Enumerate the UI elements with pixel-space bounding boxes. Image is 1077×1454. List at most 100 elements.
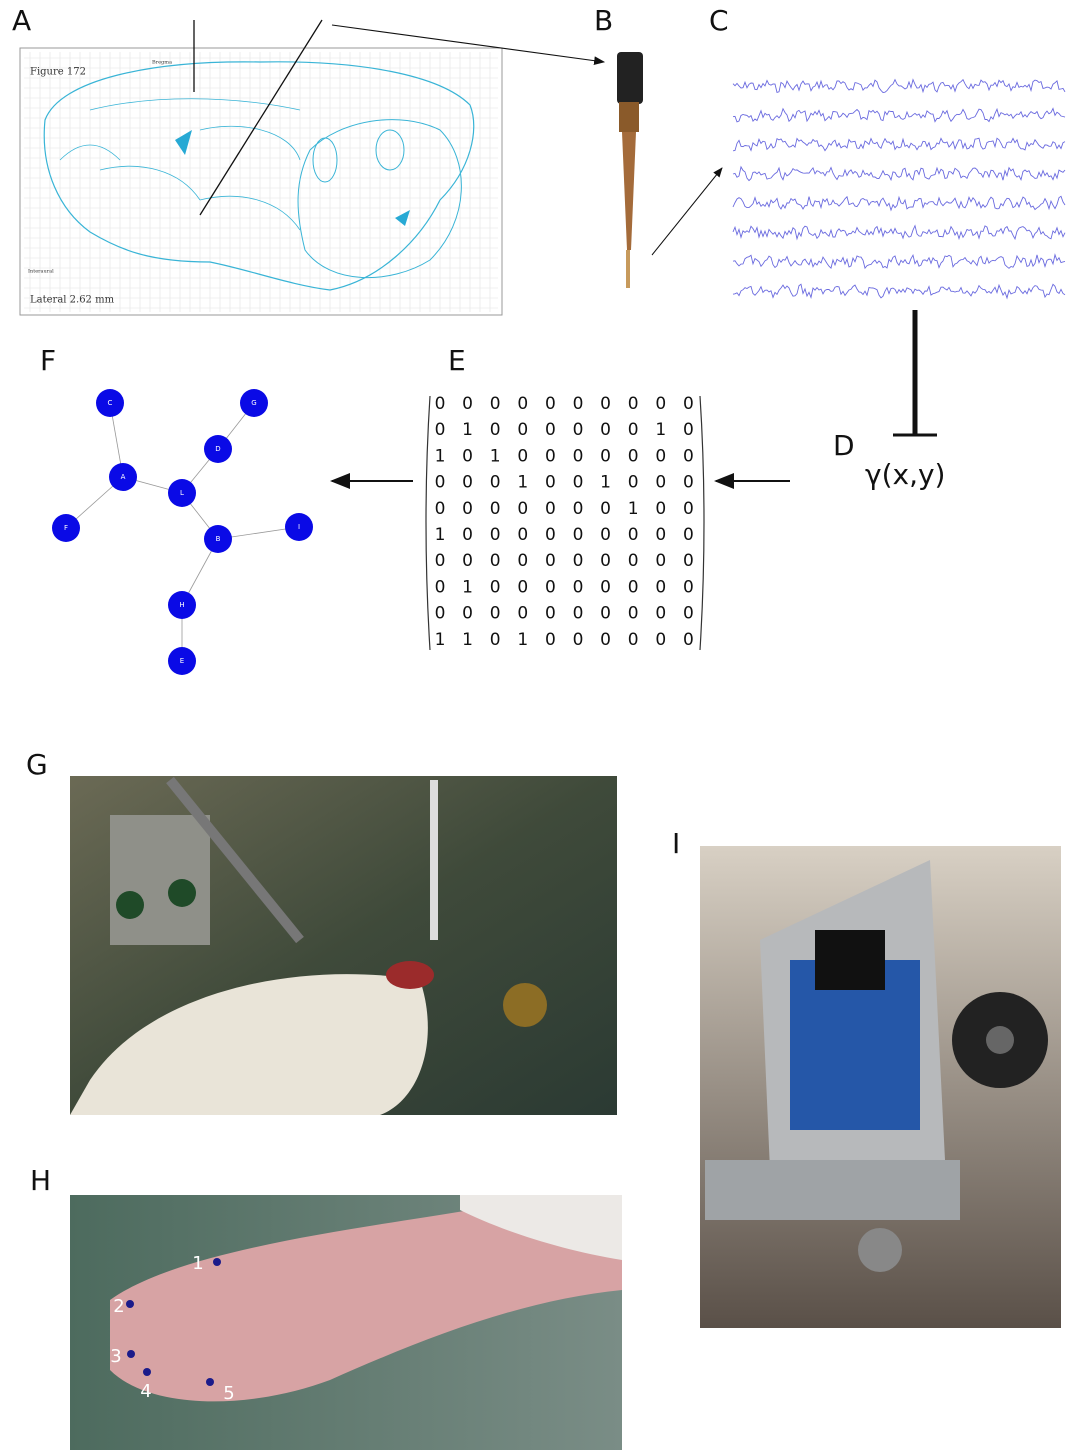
matrix-cell: 1	[517, 630, 528, 650]
matrix-cell: 0	[490, 420, 501, 440]
matrix-cell: 0	[490, 525, 501, 545]
matrix-cell: 0	[517, 525, 528, 545]
matrix-cell: 0	[545, 551, 556, 571]
ink-dot	[127, 1350, 135, 1358]
digit-label: 3	[110, 1346, 121, 1367]
digit-label: 5	[223, 1383, 234, 1404]
matrix-cell: 0	[655, 446, 666, 466]
node-label: F	[64, 524, 68, 532]
atlas: Figure 172 Lateral 2.62 mm Bregma Intera…	[20, 48, 502, 315]
matrix-cell: 0	[545, 446, 556, 466]
node-label: C	[108, 399, 113, 407]
matrix-cell: 1	[462, 420, 473, 440]
panel-label: I	[672, 827, 680, 860]
digit-label: 2	[113, 1296, 124, 1317]
matrix-cell: 0	[435, 394, 446, 414]
matrix-cell: 1	[462, 577, 473, 597]
matrix-cell: 0	[683, 394, 694, 414]
eeg-trace	[733, 226, 1065, 239]
matrix-cell: 0	[628, 551, 639, 571]
matrix-cell: 0	[435, 577, 446, 597]
panel-label: E	[448, 344, 466, 377]
panel-label: D	[833, 429, 855, 462]
eeg-trace	[733, 196, 1065, 210]
matrix-cell: 0	[545, 499, 556, 519]
node-label: B	[216, 535, 221, 543]
matrix-cell: 0	[435, 604, 446, 624]
matrix-cell: 0	[628, 577, 639, 597]
matrix-cell: 0	[573, 525, 584, 545]
matrix-cell: 0	[600, 525, 611, 545]
atlas-bregma: Bregma	[152, 60, 172, 66]
matrix-cell: 0	[517, 420, 528, 440]
panel-label: A	[12, 4, 31, 37]
panel-label: F	[40, 344, 56, 377]
matrix-cell: 0	[683, 499, 694, 519]
matrix-cell: 0	[683, 420, 694, 440]
node-label: E	[180, 657, 184, 665]
electrode	[617, 52, 643, 288]
matrix-cell: 0	[462, 394, 473, 414]
photo-setup	[70, 776, 617, 1115]
matrix-cell: 0	[655, 551, 666, 571]
matrix-cell: 0	[655, 499, 666, 519]
matrix-cell: 0	[683, 446, 694, 466]
photo-device	[700, 846, 1061, 1328]
eeg-trace	[733, 255, 1065, 268]
matrix-cell: 0	[683, 525, 694, 545]
eeg-trace	[733, 167, 1065, 181]
matrix-cell: 0	[655, 394, 666, 414]
matrix-cell: 0	[600, 420, 611, 440]
matrix-cell: 0	[545, 394, 556, 414]
matrix-cell: 0	[600, 577, 611, 597]
matrix-cell: 0	[683, 473, 694, 493]
node-label: G	[251, 399, 256, 407]
matrix-cell: 0	[600, 499, 611, 519]
node-label: D	[215, 445, 220, 453]
node-label: A	[121, 473, 126, 481]
ink-dot	[143, 1368, 151, 1376]
matrix-cell: 0	[655, 525, 666, 545]
eeg-traces	[733, 80, 1065, 298]
matrix-cell: 0	[655, 604, 666, 624]
matrix-cell: 0	[573, 420, 584, 440]
ink-dot	[126, 1300, 134, 1308]
matrix-cell: 0	[462, 446, 473, 466]
digit-label: 1	[192, 1253, 203, 1274]
panel-label: G	[26, 748, 48, 781]
matrix-cell: 0	[628, 473, 639, 493]
matrix-cell: 0	[517, 394, 528, 414]
matrix-cell: 1	[435, 525, 446, 545]
eeg-trace	[733, 80, 1065, 93]
matrix-cell: 0	[683, 551, 694, 571]
matrix-cell: 0	[517, 446, 528, 466]
matrix-cell: 0	[628, 420, 639, 440]
matrix-cell: 0	[628, 525, 639, 545]
matrix-cell: 0	[628, 446, 639, 466]
atlas-interaural: Interaural	[28, 269, 54, 275]
matrix-cell: 1	[462, 630, 473, 650]
matrix-cell: 0	[490, 630, 501, 650]
matrix-cell: 0	[573, 446, 584, 466]
matrix-cell: 0	[683, 630, 694, 650]
matrix-cell: 0	[462, 473, 473, 493]
matrix-cell: 0	[628, 604, 639, 624]
node-label: I	[298, 523, 300, 531]
matrix-cell: 0	[490, 577, 501, 597]
matrix-cell: 0	[573, 394, 584, 414]
matrix-cell: 0	[517, 551, 528, 571]
formula: γ(x,y)	[865, 458, 945, 491]
ink-dot	[206, 1378, 214, 1386]
matrix-cell: 0	[435, 499, 446, 519]
figure: A B C D E F G H I Figure 172 Lateral 2.6…	[0, 0, 1077, 1450]
matrix-cell: 0	[545, 420, 556, 440]
matrix-cell: 0	[435, 551, 446, 571]
matrix-cell: 0	[573, 604, 584, 624]
node-label: L	[180, 489, 184, 497]
ink-dot	[213, 1258, 221, 1266]
arrow	[652, 168, 722, 255]
matrix-cell: 0	[490, 499, 501, 519]
matrix-cell: 0	[573, 473, 584, 493]
panel-label: C	[709, 4, 729, 37]
